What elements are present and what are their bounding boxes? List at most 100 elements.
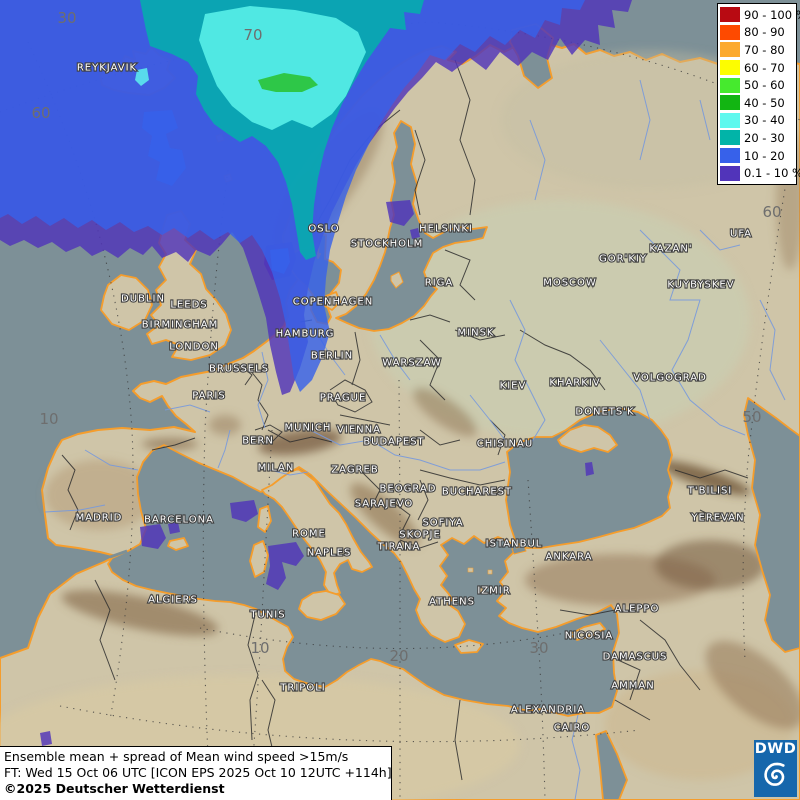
city-label-reykjavik: REYKJAVIK: [77, 63, 137, 74]
city-label-athens: ATHENS: [429, 597, 475, 608]
legend-label: 30 - 40: [744, 113, 785, 128]
city-label-helsinki: HELSINKI: [419, 224, 473, 235]
dwd-logo-text: DWD: [754, 741, 797, 757]
city-label-istanbul: ISTANBUL: [486, 539, 543, 550]
city-label-copenhagen: COPENHAGEN: [293, 297, 373, 308]
legend-label: 20 - 30: [744, 130, 785, 145]
graticule-label: 10: [250, 639, 269, 657]
copyright: ©2025 Deutscher Wetterdienst: [4, 781, 225, 796]
probability-legend: 90 - 100 % 80 - 90 70 - 80 60 - 70 50 - 60 40…: [717, 3, 800, 185]
legend-swatch: [720, 77, 740, 93]
graticule-label: 20: [389, 647, 408, 665]
city-label-prague: PRAGUE: [320, 393, 367, 404]
city-label-riga: RIGA: [425, 278, 454, 289]
city-label-bucharest: BUCHAREST: [442, 487, 512, 498]
legend-swatch: [720, 7, 740, 23]
forecast-time: FT: Wed 15 Oct 06 UTC [ICON EPS 2025 Oct…: [4, 765, 392, 780]
city-label-algiers: ALGIERS: [148, 595, 198, 606]
legend-label: 0.1 - 10 %: [744, 166, 800, 181]
legend-swatch: [720, 130, 740, 146]
precip-overlay: [0, 0, 632, 746]
city-label-kuybyskev: KUYBYSKEV: [667, 280, 734, 291]
legend-swatch: [720, 60, 740, 76]
legend-row: 90 - 100 %: [720, 6, 800, 24]
city-label-tirana: TIRANA: [377, 542, 421, 553]
city-label-cairo: CAIRO: [554, 723, 591, 734]
graticule-label: 60: [762, 203, 781, 221]
legend-row: 70 - 80: [720, 41, 796, 59]
legend-label: 10 - 20: [744, 148, 785, 163]
crimea: [557, 424, 618, 453]
graticule-labels: 30 70 60 60 50 10 10 20 30: [31, 9, 781, 665]
legend-swatch: [720, 95, 740, 111]
graticule-label: 10: [39, 410, 58, 428]
city-label-ankara: ANKARA: [546, 552, 593, 563]
city-label-barcelona: BARCELONA: [144, 515, 214, 526]
legend-row: 30 - 40: [720, 112, 796, 130]
city-label-donets-k: DONETS'K: [575, 407, 634, 418]
legend-row: 20 - 30: [720, 129, 796, 147]
city-label-kazan-: KAZAN': [649, 244, 692, 255]
legend-swatch: [720, 165, 740, 181]
straits: [109, 539, 519, 559]
city-label-paris: PARIS: [192, 391, 225, 402]
graticule-label: 70: [243, 26, 262, 44]
city-label-milan: MILAN: [258, 463, 295, 474]
dwd-spiral-icon: [763, 762, 785, 786]
legend-label: 50 - 60: [744, 78, 785, 93]
city-label-sofiya: SOFIYA: [422, 518, 463, 529]
city-label-dublin: DUBLIN: [121, 294, 165, 305]
legend-swatch: [720, 112, 740, 128]
peninsulas-islands: [167, 271, 618, 654]
city-label-leeds: LEEDS: [170, 300, 207, 311]
city-label-oslo: OSLO: [308, 224, 339, 235]
city-label-amman: AMMAN: [611, 681, 654, 692]
city-label-volgograd: VOLGOGRAD: [633, 373, 707, 384]
city-label-izmir: IZMIR: [477, 586, 510, 597]
graticule-label: 30: [57, 9, 76, 27]
city-label-brussels: BRUSSELS: [209, 364, 269, 375]
legend-swatch: [720, 148, 740, 164]
city-label-stockholm: STOCKHOLM: [351, 239, 423, 250]
city-label-london: LONDON: [169, 342, 219, 353]
city-label-minsk: MINSK: [458, 328, 495, 339]
city-label-gor-kiy: GOR'KIY: [599, 254, 647, 265]
city-label-alexandria: ALEXANDRIA: [511, 705, 585, 716]
graticule: [0, 21, 800, 800]
city-label-yerevan: YEREVAN: [690, 513, 744, 524]
city-label-nicosia: NICOSIA: [565, 631, 613, 642]
city-label-damascus: DAMASCUS: [603, 652, 668, 663]
graticule-label: 30: [529, 639, 548, 657]
legend-row: 0.1 - 10 %: [720, 164, 800, 182]
ireland: [100, 274, 153, 331]
city-label-skopje: SKOPJE: [399, 530, 441, 541]
legend-swatch: [720, 42, 740, 58]
graticule-label: 50: [742, 408, 761, 426]
city-label-berlin: BERLIN: [311, 351, 353, 362]
city-label-zagreb: ZAGREB: [331, 465, 378, 476]
city-label-tripoli: TRIPOLI: [279, 683, 325, 694]
city-label-naples: NAPLES: [307, 548, 352, 559]
city-label-munich: MUNICH: [285, 423, 332, 434]
legend-row: 50 - 60: [720, 76, 796, 94]
legend-swatch: [720, 24, 740, 40]
sicily: [298, 590, 346, 621]
product-title: Ensemble mean + spread of Mean wind spee…: [4, 749, 349, 764]
city-label-kiev: KIEV: [500, 381, 527, 392]
cyprus: [569, 622, 606, 641]
city-label-t-bilisi: T'BILISI: [687, 486, 732, 497]
city-label-madrid: MADRID: [76, 513, 123, 524]
rivers: [44, 79, 786, 800]
graticule-label: 60: [31, 104, 50, 122]
legend-label: 70 - 80: [744, 42, 785, 57]
city-label-kharkiv: KHARKIV: [549, 378, 600, 389]
city-label-tunis: TUNIS: [249, 610, 285, 621]
city-label-sarajevo: SARAJEVO: [355, 499, 414, 510]
city-labels: REYKJAVIK OSLO HELSINKI STOCKHOLM RIGA MOSCOW…: [75, 61, 753, 734]
city-label-beograd: BEOGRAD: [380, 484, 437, 495]
legend-label: 80 - 90: [744, 25, 785, 40]
legend-label: 60 - 70: [744, 60, 785, 75]
city-label-moscow: MOSCOW: [543, 278, 597, 289]
